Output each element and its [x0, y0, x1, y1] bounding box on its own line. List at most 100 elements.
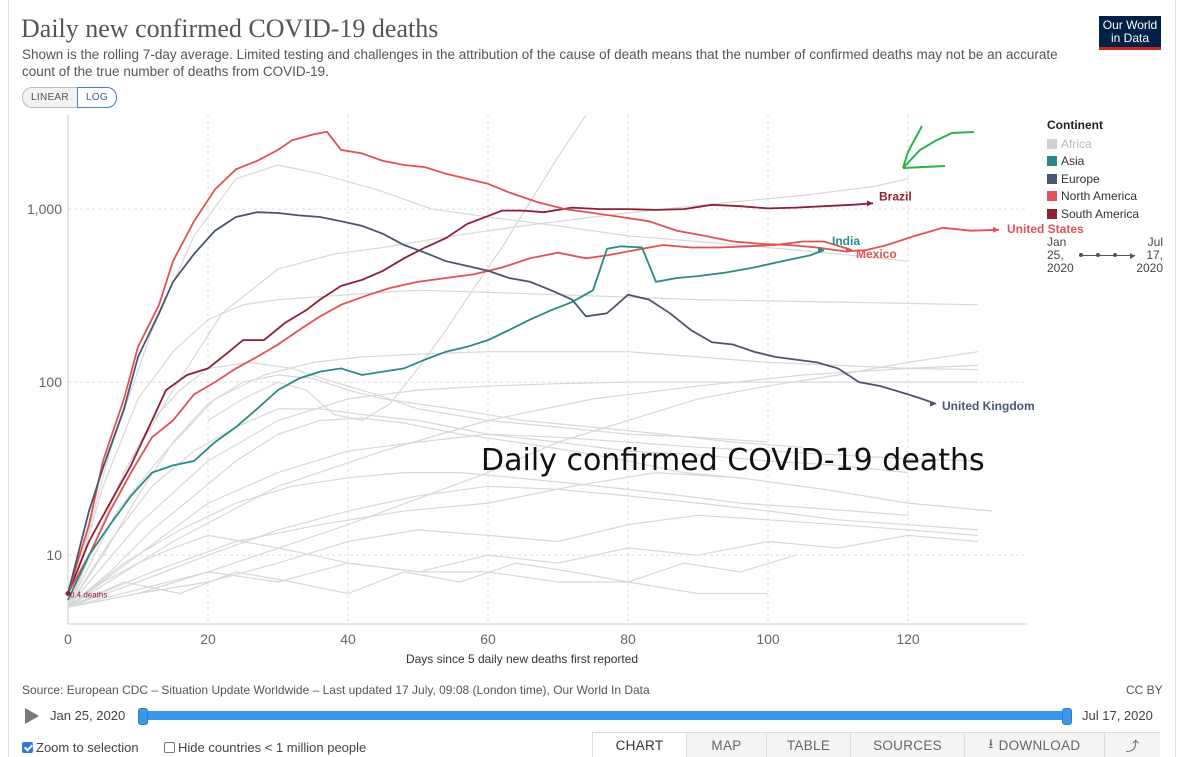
background-series-line — [67, 534, 979, 608]
legend-item[interactable]: Africa — [1047, 135, 1139, 153]
legend-label: South America — [1061, 206, 1140, 221]
mini-dot — [1079, 253, 1083, 257]
legend-item[interactable]: North America — [1047, 188, 1139, 206]
background-series-line — [67, 534, 768, 608]
tab-download-label: DOWNLOAD — [998, 737, 1081, 753]
series-label: Brazil — [879, 189, 912, 203]
background-series-line — [67, 361, 769, 608]
legend-swatch — [1047, 173, 1057, 184]
share-icon[interactable]: ⤴ — [1104, 732, 1160, 757]
x-tick-label: 80 — [620, 631, 636, 647]
mini-end-md: Jul 17, — [1146, 235, 1163, 262]
mini-timeline-track — [1079, 253, 1135, 259]
mini-arrow-icon — [1130, 253, 1135, 259]
legend-label: Africa — [1061, 136, 1092, 151]
hide-option[interactable]: Hide countries < 1 million people — [164, 740, 366, 755]
owid-logo[interactable]: Our World in Data — [1099, 16, 1161, 50]
series-label: India — [832, 234, 860, 248]
legend-item[interactable]: Asia — [1047, 153, 1139, 171]
legend-label: Asia — [1061, 154, 1085, 169]
series-end-arrow — [993, 226, 999, 233]
line-chart: 0 20 40 60 80 100 120 10 100 1,000 Days since 5 da… — [27, 114, 1084, 666]
logo-line2: in Data — [1110, 31, 1150, 45]
series-end-arrow — [867, 200, 873, 207]
series-line — [67, 202, 874, 594]
timeline-start-handle[interactable] — [138, 708, 148, 725]
background-series-line — [67, 381, 978, 608]
y-tick-label: 10 — [46, 547, 62, 563]
x-axis-label: Days since 5 daily new deaths first repo… — [406, 652, 638, 666]
start-point — [65, 591, 71, 597]
logo-line1: Our World — [1102, 18, 1158, 32]
series-end-arrow — [818, 247, 824, 254]
background-series-line — [67, 408, 909, 608]
legend-swatch — [1047, 208, 1057, 219]
tab-chart[interactable]: CHART — [592, 732, 686, 757]
license-label[interactable]: CC BY — [1126, 683, 1163, 697]
legend-title: Continent — [1047, 118, 1103, 132]
play-icon[interactable] — [25, 708, 39, 724]
bottom-bar: Zoom to selection Hide countries < 1 mil… — [8, 732, 1176, 757]
legend-item[interactable]: Europe — [1047, 170, 1139, 188]
annotation-text: Daily confirmed COVID-19 deaths — [481, 443, 985, 478]
legend-item[interactable]: South America — [1047, 205, 1139, 223]
series-line — [67, 211, 937, 594]
series-line — [67, 240, 853, 594]
background-series-line — [67, 374, 804, 608]
background-series-line — [207, 114, 587, 422]
legend-swatch — [1047, 156, 1057, 167]
background-series-line — [67, 351, 979, 608]
timeline-start-label: Jan 25, 2020 — [50, 708, 126, 723]
legend-swatch — [1047, 138, 1057, 149]
linear-scale-button[interactable]: LINEAR — [22, 87, 77, 108]
background-series-line — [67, 485, 979, 608]
background-series-line — [67, 554, 797, 608]
zoom-checkbox[interactable] — [22, 742, 33, 753]
scale-toggle: LINEAR LOG — [22, 87, 117, 108]
y-tick-label: 100 — [39, 374, 63, 390]
timeline-slider[interactable] — [138, 708, 1072, 725]
mini-dot — [1096, 253, 1100, 257]
x-tick-label: 120 — [896, 631, 920, 647]
annotation-arrow-head — [902, 125, 923, 169]
background-series-line — [67, 178, 909, 608]
legend-swatch — [1047, 191, 1057, 202]
mini-end-date: Jul 17, 2020 — [1133, 236, 1163, 275]
mini-start-date: Jan 25, 2020 — [1047, 236, 1077, 275]
chart-subtitle: Shown is the rolling 7-day average. Limi… — [22, 47, 1058, 79]
series-end-arrow — [930, 400, 936, 407]
zoom-label: Zoom to selection — [36, 740, 139, 755]
timeline: Jan 25, 2020 Jul 17, 2020 — [22, 705, 1167, 727]
log-scale-button[interactable]: LOG — [76, 87, 117, 108]
tab-download[interactable]: ⭳ DOWNLOAD — [964, 732, 1104, 757]
series-line — [67, 245, 825, 601]
timeline-end-handle[interactable] — [1062, 708, 1072, 725]
legend-label: Europe — [1061, 171, 1100, 186]
x-tick-label: 100 — [756, 631, 780, 647]
background-series-line — [67, 472, 909, 608]
source-note: Source: European CDC – Situation Update … — [22, 683, 650, 697]
chart-title: Daily new confirmed COVID-19 deaths — [21, 14, 439, 43]
tab-map[interactable]: MAP — [686, 732, 766, 757]
tab-table[interactable]: TABLE — [766, 732, 850, 757]
hide-label: Hide countries < 1 million people — [178, 740, 367, 755]
start-label: 0.4 deaths — [70, 591, 107, 600]
zoom-option[interactable]: Zoom to selection — [22, 740, 139, 755]
download-icon: ⭳ — [988, 735, 994, 751]
tab-sources[interactable]: SOURCES — [850, 732, 964, 757]
background-series-line — [67, 289, 979, 608]
legend-label: North America — [1061, 189, 1138, 204]
series-label: United States — [1007, 222, 1084, 236]
background-series-line — [67, 471, 993, 608]
x-tick-label: 20 — [200, 631, 216, 647]
mini-start-md: Jan 25, — [1047, 235, 1067, 262]
annotation-arrow — [902, 131, 975, 169]
series-label: Mexico — [856, 247, 897, 261]
hide-checkbox[interactable] — [164, 742, 175, 753]
background-series-line — [67, 417, 741, 608]
series-label: United Kingdom — [942, 399, 1035, 413]
legend: Continent Africa Asia Europe North America S… — [1047, 118, 1139, 223]
mini-end-year: 2020 — [1136, 261, 1163, 275]
background-series-line — [67, 514, 979, 608]
x-tick-label: 40 — [340, 631, 356, 647]
